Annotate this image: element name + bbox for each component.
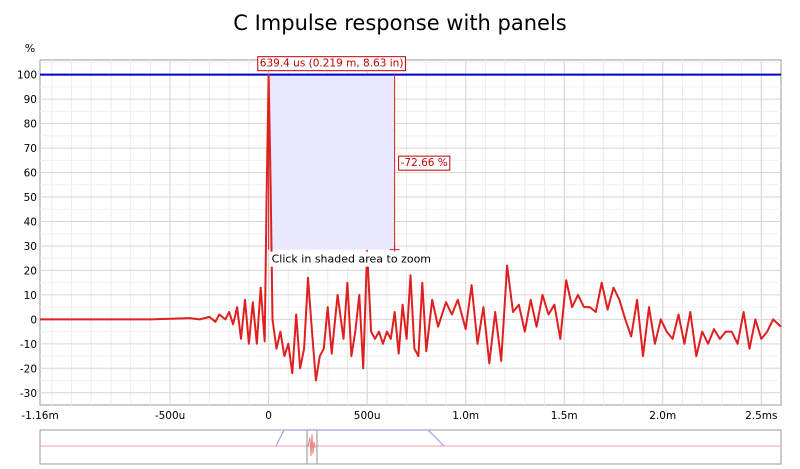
y-tick-label: -10 [20,339,37,351]
x-tick-label: 1.0m [452,410,479,422]
x-tick-labels: -1.16m -500u 0 500u 1.0m 1.5m 2.0m 2.5ms [21,410,777,422]
impulse-series-line [40,73,782,382]
y-tick-label: 80 [24,119,37,131]
y-tick-label: 50 [24,192,37,204]
y-tick-label: 20 [24,265,37,277]
y-tick-label: -30 [20,388,37,400]
overview-window-outline [275,429,445,447]
plot-area[interactable] [39,59,782,406]
y-tick-label: 100 [17,70,37,82]
zoom-hint-text: Click in shaded area to zoom [272,253,431,266]
overview-frame[interactable] [39,429,782,465]
selection-height-label: -72.66 % [401,157,448,169]
zoom-hint: Click in shaded area to zoom [269,251,434,267]
y-tick-label: 60 [24,168,37,180]
x-tick-label: 500u [354,410,381,422]
y-tick-label: 40 [24,216,37,228]
x-tick-label: 1.5m [551,410,578,422]
selection-width-annotation: 639.4 us (0.219 m, 8.63 in) [257,56,406,72]
y-tick-label: -20 [20,363,37,375]
y-tick-label: 70 [24,143,37,155]
y-axis-label: % [25,42,35,55]
x-tick-label: -500u [155,410,186,422]
overview-impulse-trace [307,433,316,457]
zoom-selection-area[interactable] [268,74,395,250]
selection-width-label: 639.4 us (0.219 m, 8.63 in) [260,58,404,70]
x-tick-label: -1.16m [21,410,58,422]
y-tick-label: 0 [30,314,37,326]
y-tick-label: 30 [24,241,37,253]
selection-height-annotation: -72.66 % [398,155,451,171]
x-tick-label: 0 [265,410,272,422]
chart-title: C Impulse response with panels [233,11,567,35]
y-tick-label: 90 [24,94,37,106]
x-tick-label: 2.0m [649,410,676,422]
x-tick-label: 2.5ms [745,410,777,422]
overview-strip[interactable] [39,429,782,465]
y-tick-label: 10 [24,290,37,302]
